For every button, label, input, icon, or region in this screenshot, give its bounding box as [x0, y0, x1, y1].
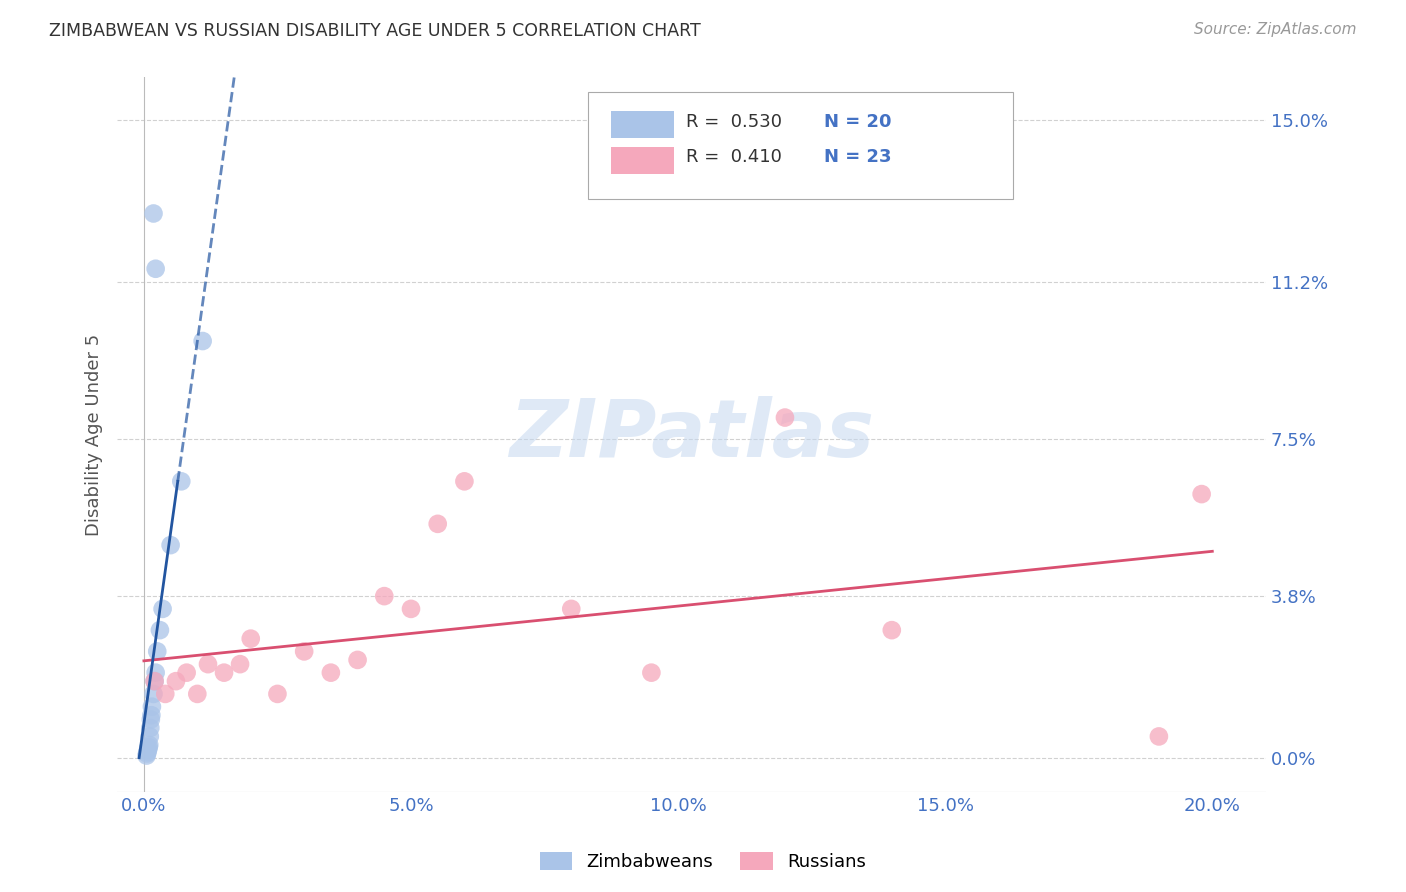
Point — [139, 730, 162, 744]
Point — [141, 708, 163, 723]
Point — [1147, 730, 1170, 744]
Point — [135, 748, 157, 763]
Point — [145, 261, 167, 276]
Text: R =  0.530: R = 0.530 — [686, 112, 782, 131]
Text: Source: ZipAtlas.com: Source: ZipAtlas.com — [1194, 22, 1357, 37]
Text: N = 23: N = 23 — [824, 148, 891, 167]
Point — [399, 602, 422, 616]
Point — [155, 687, 177, 701]
Point — [136, 742, 159, 756]
Point — [138, 740, 160, 755]
Point — [145, 665, 167, 680]
FancyBboxPatch shape — [588, 92, 1014, 199]
Point — [266, 687, 288, 701]
Point — [143, 674, 166, 689]
Point — [191, 334, 214, 348]
Point — [159, 538, 181, 552]
Point — [152, 602, 174, 616]
Point — [143, 674, 166, 689]
Text: R =  0.410: R = 0.410 — [686, 148, 782, 167]
Point — [186, 687, 208, 701]
Text: N = 20: N = 20 — [824, 112, 891, 131]
Point — [146, 644, 169, 658]
Point — [139, 721, 162, 735]
Point — [1191, 487, 1213, 501]
Point — [560, 602, 582, 616]
Legend: Zimbabweans, Russians: Zimbabweans, Russians — [533, 845, 873, 879]
Point — [346, 653, 368, 667]
Point — [880, 623, 903, 637]
Text: ZIPatlas: ZIPatlas — [509, 395, 875, 474]
FancyBboxPatch shape — [612, 146, 675, 174]
FancyBboxPatch shape — [612, 111, 675, 138]
Point — [138, 738, 160, 752]
Point — [239, 632, 262, 646]
Point — [142, 206, 165, 220]
Point — [229, 657, 252, 672]
Point — [139, 713, 162, 727]
Point — [453, 475, 475, 489]
Point — [640, 665, 662, 680]
Point — [292, 644, 315, 658]
Point — [136, 744, 159, 758]
Point — [141, 699, 163, 714]
Point — [197, 657, 219, 672]
Point — [426, 516, 449, 531]
Point — [136, 747, 159, 761]
Point — [773, 410, 796, 425]
Point — [176, 665, 198, 680]
Point — [142, 687, 165, 701]
Point — [149, 623, 172, 637]
Point — [212, 665, 235, 680]
Y-axis label: Disability Age Under 5: Disability Age Under 5 — [86, 334, 103, 536]
Point — [319, 665, 342, 680]
Point — [170, 475, 193, 489]
Text: ZIMBABWEAN VS RUSSIAN DISABILITY AGE UNDER 5 CORRELATION CHART: ZIMBABWEAN VS RUSSIAN DISABILITY AGE UND… — [49, 22, 702, 40]
Point — [165, 674, 187, 689]
Point — [373, 589, 395, 603]
